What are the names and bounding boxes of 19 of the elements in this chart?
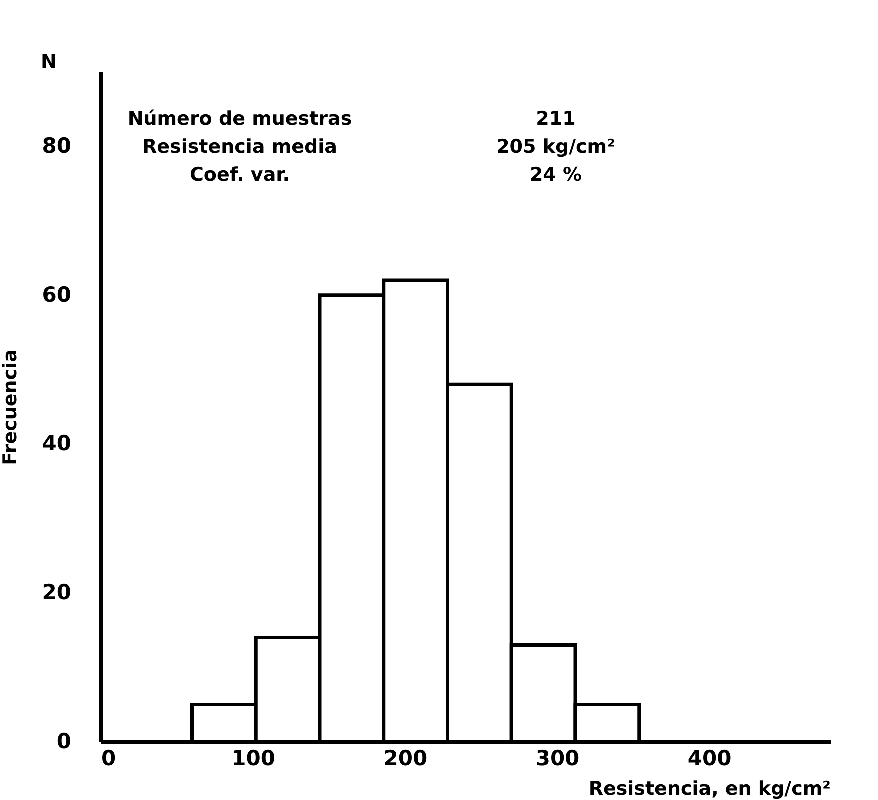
annotation: 205 kg/cm² <box>496 136 616 158</box>
x-tick-label: 300 <box>536 746 580 770</box>
annotation: 211 <box>536 108 576 130</box>
annotation: 24 % <box>530 164 582 186</box>
annotation: Número de muestras <box>128 108 352 130</box>
y-tick-label: 20 <box>42 580 72 605</box>
x-tick-label: 0 <box>102 746 116 770</box>
text: N <box>41 51 57 73</box>
y-tick-label: 60 <box>42 282 72 307</box>
y-axis-title: Frecuencia <box>0 350 22 466</box>
annotation: Coef. var. <box>190 164 290 186</box>
y-tick-label: 40 <box>42 432 72 456</box>
y-tick-label: 80 <box>42 134 72 158</box>
x-tick-label: 100 <box>232 746 276 770</box>
annotation: Resistencia media <box>142 136 338 158</box>
x-axis-title: Resistencia, en kg/cm² <box>588 778 831 800</box>
x-tick-label: 200 <box>384 746 428 770</box>
y-tick-label: 0 <box>56 730 72 754</box>
x-tick-label: 400 <box>688 746 732 770</box>
